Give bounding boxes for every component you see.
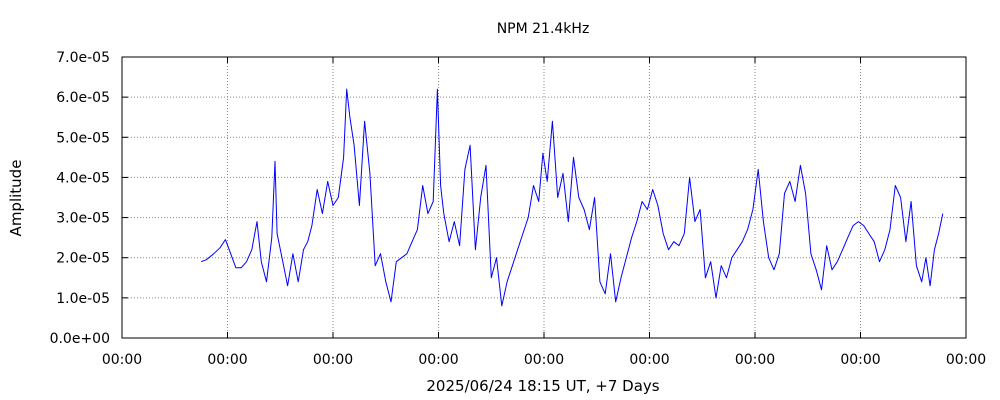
series-line (200, 88, 944, 307)
chart-title: NPM 21.4kHz (497, 21, 590, 37)
x-axis-ticks: 00:00 00:00 00:00 00:00 00:00 00:00 00:00 00:00… (102, 57, 986, 368)
series-group (200, 88, 944, 307)
y-axis-ticks: 0.0e+00 1.0e-05 2.0e-05 3.0e-05 4.0e-05 5.0e-… (50, 50, 966, 347)
x-tick-label: 00:00 (946, 352, 986, 368)
y-tick-label: 2.0e-05 (56, 251, 110, 267)
x-tick-label: 00:00 (629, 352, 669, 368)
y-tick-label: 6.0e-05 (56, 90, 110, 106)
x-tick-label: 00:00 (418, 352, 458, 368)
x-tick-label: 00:00 (735, 352, 775, 368)
y-tick-label: 4.0e-05 (56, 170, 110, 186)
x-tick-label: 00:00 (207, 352, 247, 368)
y-tick-label: 0.0e+00 (50, 331, 110, 347)
y-axis-title: Amplitude (7, 160, 25, 237)
x-axis-title: 2025/06/24 18:15 UT, +7 Days (426, 377, 659, 395)
x-tick-label: 00:00 (524, 352, 564, 368)
x-tick-label: 00:00 (102, 352, 142, 368)
plot-frame (121, 56, 967, 339)
y-tick-label: 1.0e-05 (56, 291, 110, 307)
y-tick-label: 3.0e-05 (56, 211, 110, 227)
x-tick-label: 00:00 (313, 352, 353, 368)
y-tick-label: 5.0e-05 (56, 130, 110, 146)
x-tick-label: 00:00 (840, 352, 880, 368)
y-tick-label: 7.0e-05 (56, 50, 110, 66)
grid-lines (122, 57, 966, 338)
